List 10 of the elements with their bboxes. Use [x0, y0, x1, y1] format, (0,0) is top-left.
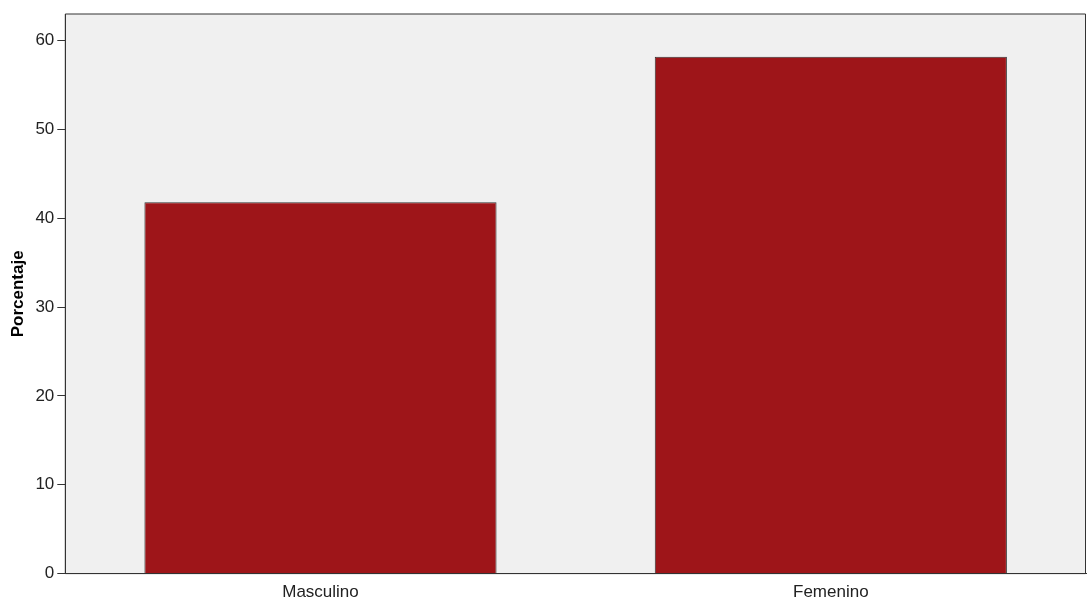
y-tick-label: 60 — [35, 30, 55, 50]
y-tick-label: 50 — [35, 119, 55, 139]
y-tick-label: 30 — [35, 296, 55, 316]
x-tick-label: Masculino — [282, 582, 359, 602]
y-tick-label: 20 — [35, 385, 55, 405]
y-tick-label: 40 — [35, 207, 55, 227]
y-axis-title: Porcentaje — [7, 250, 27, 338]
y-tick-label: 0 — [44, 563, 55, 583]
x-tick-label: Femenino — [793, 582, 869, 602]
y-tick-label: 10 — [35, 474, 55, 494]
